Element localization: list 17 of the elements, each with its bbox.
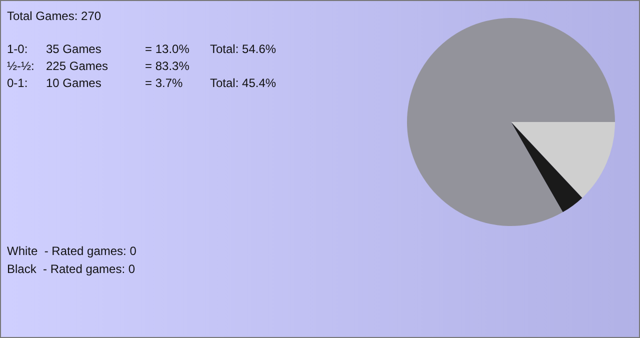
text: 1-0:: [7, 42, 28, 56]
text: = 83.3%: [145, 59, 190, 73]
text: White - Rated games: 0: [7, 244, 137, 258]
pie-slice: [407, 18, 615, 226]
pie-slice: [511, 122, 615, 198]
pie-slice: [511, 122, 582, 212]
text: Total Games: 270: [7, 9, 102, 23]
text: ½-½:: [7, 59, 34, 73]
text: Black - Rated games: 0: [7, 262, 136, 276]
text: Total: 45.4%: [210, 76, 276, 90]
text: = 3.7%: [145, 76, 184, 90]
text: 35 Games: [46, 42, 102, 56]
text: 10 Games: [46, 76, 102, 90]
text: 225 Games: [46, 59, 108, 73]
text: Total: 54.6%: [210, 42, 276, 56]
text: 0-1:: [7, 76, 28, 90]
text: = 13.0%: [145, 42, 190, 56]
